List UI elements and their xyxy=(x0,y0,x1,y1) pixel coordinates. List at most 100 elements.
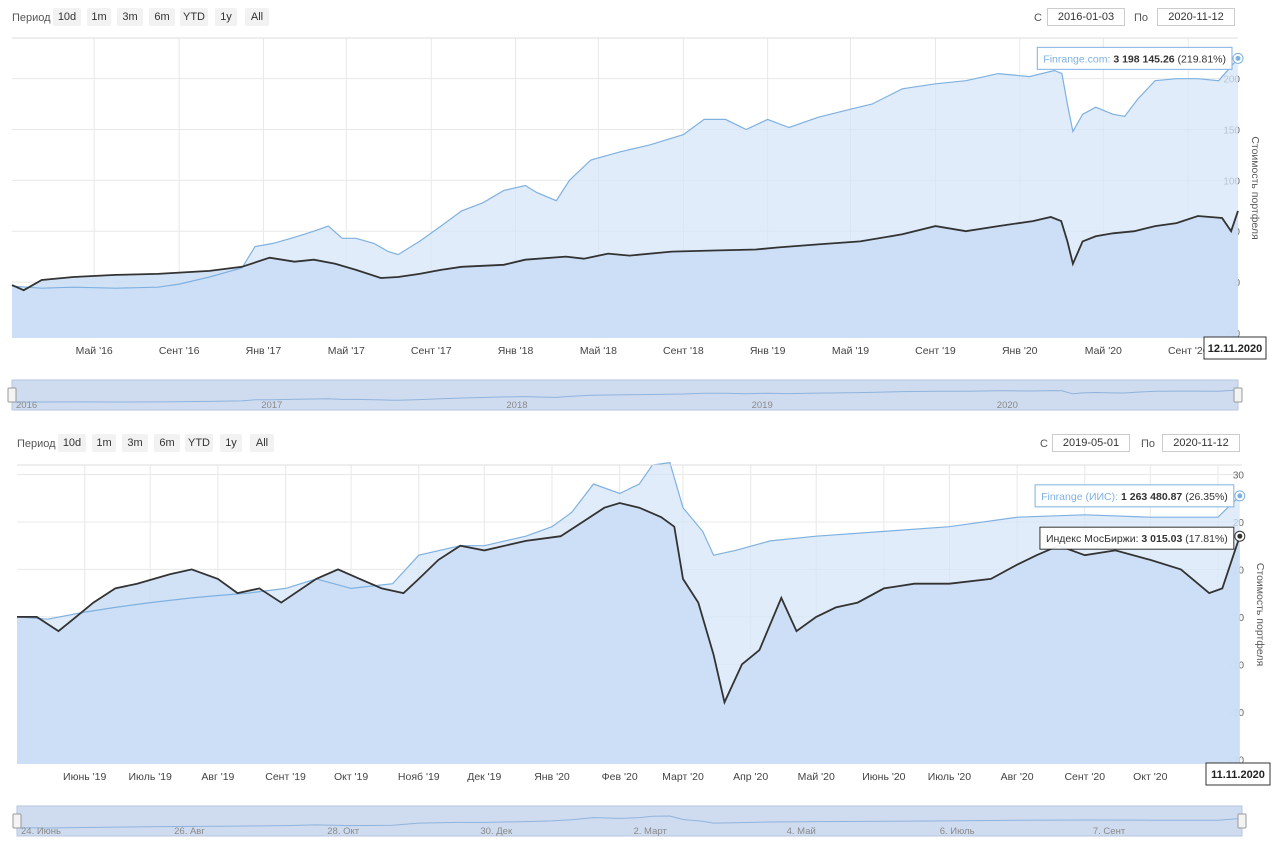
fund-tooltip: Finrange (ИИС): 1 263 480.87 (26.35%) xyxy=(1034,484,1235,508)
from-label: С xyxy=(1040,438,1048,450)
x-date-badge-box xyxy=(1203,336,1267,360)
navigator-label: 30. Дек xyxy=(480,826,513,837)
fund-line xyxy=(16,461,1241,620)
navigator-left-handle[interactable] xyxy=(12,813,22,829)
x-tick-label: Янв '18 xyxy=(498,345,534,357)
to-label: По xyxy=(1141,438,1156,450)
x-tick-label: Май '20 xyxy=(1085,345,1122,357)
x-tick-label: Сент '16 xyxy=(159,345,200,357)
tooltip-pct: (17.81%) xyxy=(1182,533,1228,545)
fund-marker xyxy=(1237,493,1243,499)
tooltip-text: Индекс МосБиржи: 3 015.03 (17.81%) xyxy=(1046,533,1228,545)
x-tick-label: Янв '17 xyxy=(246,345,282,357)
tooltip-value: 3 198 145.26 xyxy=(1113,53,1174,65)
x-date-badge-box xyxy=(1205,762,1271,786)
tooltip-box xyxy=(1034,484,1235,508)
range-button-all[interactable]: All xyxy=(245,8,269,26)
tooltip-value: 3 015.03 xyxy=(1141,533,1182,545)
from-date-input[interactable] xyxy=(1052,434,1130,452)
x-tick-label: Май '18 xyxy=(580,345,617,357)
navigator-label: 4. Май xyxy=(787,826,816,837)
to-date-input[interactable] xyxy=(1162,434,1240,452)
navigator-label: 2. Март xyxy=(634,826,668,837)
x-tick-label: Авг '19 xyxy=(201,771,234,783)
x-tick-label: Нояб '19 xyxy=(398,771,440,783)
x-tick-label: Окт '19 xyxy=(334,771,368,783)
index-area xyxy=(12,210,1238,338)
x-tick-label: Май '17 xyxy=(328,345,365,357)
tooltip-text: Finrange.com: 3 198 145.26 (219.81%) xyxy=(1043,53,1226,65)
x-tick-label: Дек '19 xyxy=(467,771,501,783)
range-button-6m[interactable]: 6m xyxy=(149,8,175,26)
x-tick-label: Янв '20 xyxy=(1002,345,1038,357)
navigator-label: 2018 xyxy=(506,400,527,411)
range-button-1y[interactable]: 1y xyxy=(215,8,237,26)
x-tick-label: Фев '20 xyxy=(602,771,638,783)
navigator-label: 2017 xyxy=(261,400,282,411)
navigator-label: 2020 xyxy=(997,400,1018,411)
y-axis-title: Стоимость портфеля xyxy=(1254,563,1266,666)
fund-marker xyxy=(1235,55,1241,61)
tooltip-series-name: Finrange.com: xyxy=(1043,53,1113,65)
navigator-label: 28. Окт xyxy=(327,826,359,837)
navigator-left-handle[interactable] xyxy=(7,387,17,403)
x-date-badge: 11.11.2020 xyxy=(1211,769,1265,781)
range-button-ytd[interactable]: YTD xyxy=(185,434,213,452)
tooltip-pct: (219.81%) xyxy=(1175,53,1226,65)
tooltip-box xyxy=(1039,526,1235,550)
navigator-label: 2019 xyxy=(752,400,773,411)
tooltip-box xyxy=(1036,46,1233,70)
from-label: С xyxy=(1034,12,1042,24)
index-marker xyxy=(1237,533,1243,539)
x-tick-label: Июль '19 xyxy=(129,771,173,783)
x-date-badge: 12.11.2020 xyxy=(1208,343,1262,355)
tooltip-text: Finrange (ИИС): 1 263 480.87 (26.35%) xyxy=(1041,491,1228,503)
chart-panel-iis: Период 10d 1m 3m 6m YTD 1y All С По -30-… xyxy=(0,426,1280,854)
x-tick-label: Сент '17 xyxy=(411,345,452,357)
y-tick-label: 30 xyxy=(1233,470,1245,481)
range-button-ytd[interactable]: YTD xyxy=(180,8,208,26)
x-tick-label: Сент '19 xyxy=(915,345,956,357)
x-tick-label: Янв '20 xyxy=(534,771,570,783)
x-tick-label: Окт '20 xyxy=(1133,771,1167,783)
range-button-all[interactable]: All xyxy=(250,434,274,452)
navigator-right-handle[interactable] xyxy=(1233,387,1243,403)
index-line xyxy=(11,210,1239,292)
to-date-input[interactable] xyxy=(1157,8,1235,26)
x-tick-label: Авг '20 xyxy=(1001,771,1034,783)
navigator-line xyxy=(11,389,1239,403)
chart-panel-all-time: Период 10d 1m 3m 6m YTD 1y All С По -500… xyxy=(0,0,1280,420)
x-tick-label: Сент '20 xyxy=(1168,345,1209,357)
x-tick-label: Май '20 xyxy=(798,771,835,783)
x-tick-label: Апр '20 xyxy=(733,771,768,783)
range-button-1m[interactable]: 1m xyxy=(87,8,111,26)
x-tick-label: Янв '19 xyxy=(750,345,786,357)
navigator-label: 24. Июнь xyxy=(21,826,61,837)
range-button-1m[interactable]: 1m xyxy=(92,434,116,452)
navigator-line xyxy=(16,815,1240,829)
fund-tooltip: Finrange.com: 3 198 145.26 (219.81%) xyxy=(1036,46,1233,70)
from-date-input[interactable] xyxy=(1047,8,1125,26)
range-button-3m[interactable]: 3m xyxy=(117,8,143,26)
navigator-label: 26. Авг xyxy=(174,826,205,837)
x-tick-label: Июнь '20 xyxy=(862,771,905,783)
index-area xyxy=(17,503,1240,764)
period-label: Период xyxy=(17,438,56,450)
navigator-right-handle[interactable] xyxy=(1237,813,1247,829)
y-axis-title: Стоимость портфеля xyxy=(1249,136,1261,239)
range-button-1y[interactable]: 1y xyxy=(220,434,242,452)
tooltip-pct: (26.35%) xyxy=(1182,491,1228,503)
range-button-3m[interactable]: 3m xyxy=(122,434,148,452)
tooltip-value: 1 263 480.87 xyxy=(1121,491,1182,503)
tooltip-series-name: Finrange (ИИС): xyxy=(1041,491,1121,503)
range-selector: Период 10d 1m 3m 6m YTD 1y All С По xyxy=(0,432,1280,458)
index-tooltip: Индекс МосБиржи: 3 015.03 (17.81%) xyxy=(1039,526,1235,550)
range-button-10d[interactable]: 10d xyxy=(53,8,81,26)
to-label: По xyxy=(1134,12,1149,24)
tooltip-series-name: Индекс МосБиржи: xyxy=(1046,533,1141,545)
range-button-10d[interactable]: 10d xyxy=(58,434,86,452)
x-tick-label: Июнь '19 xyxy=(63,771,106,783)
range-button-6m[interactable]: 6m xyxy=(154,434,180,452)
